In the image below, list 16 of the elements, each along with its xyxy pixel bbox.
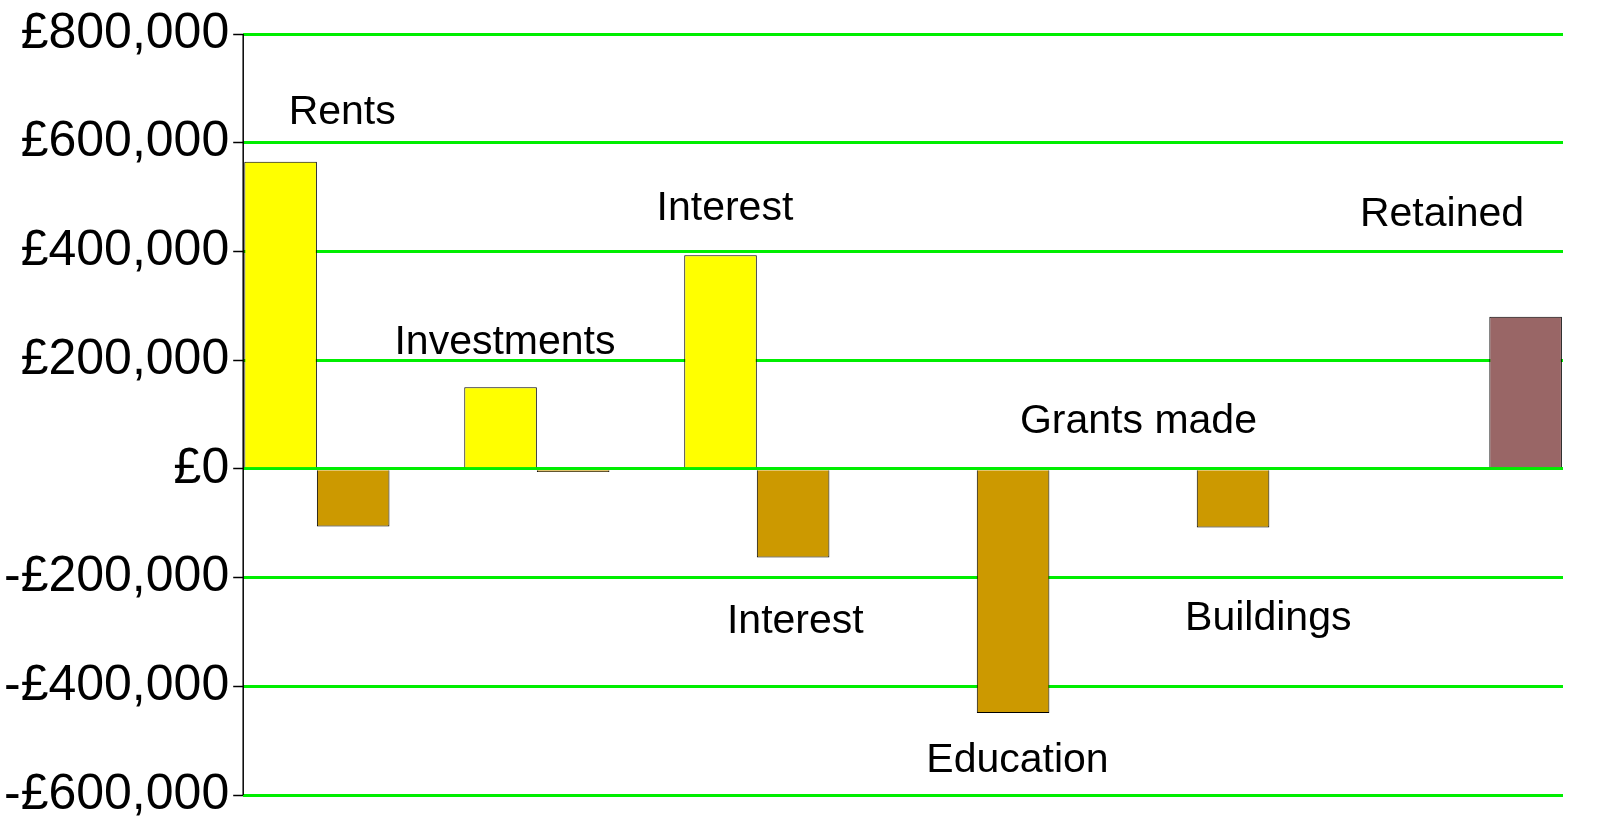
- y-tick-label: £600,000: [20, 111, 230, 168]
- y-tick-label: -£200,000: [3, 546, 230, 603]
- annotation: Retained: [1359, 189, 1525, 236]
- annotation: Investments: [394, 317, 616, 364]
- annotation: Grants made: [1019, 396, 1257, 443]
- y-tick-label: -£400,000: [3, 655, 230, 712]
- y-tick-label: £200,000: [20, 328, 230, 385]
- y-tick-label: £0: [173, 437, 230, 494]
- annotation: Rents: [288, 87, 396, 134]
- y-tick-label: £800,000: [20, 2, 230, 59]
- y-tick-label: £400,000: [20, 220, 230, 277]
- annotation: Buildings: [1185, 592, 1352, 639]
- annotation: Interest: [726, 595, 865, 642]
- y-tick-label: -£600,000: [3, 763, 230, 820]
- annotation: Interest: [656, 182, 794, 229]
- annotation: Education: [926, 735, 1109, 782]
